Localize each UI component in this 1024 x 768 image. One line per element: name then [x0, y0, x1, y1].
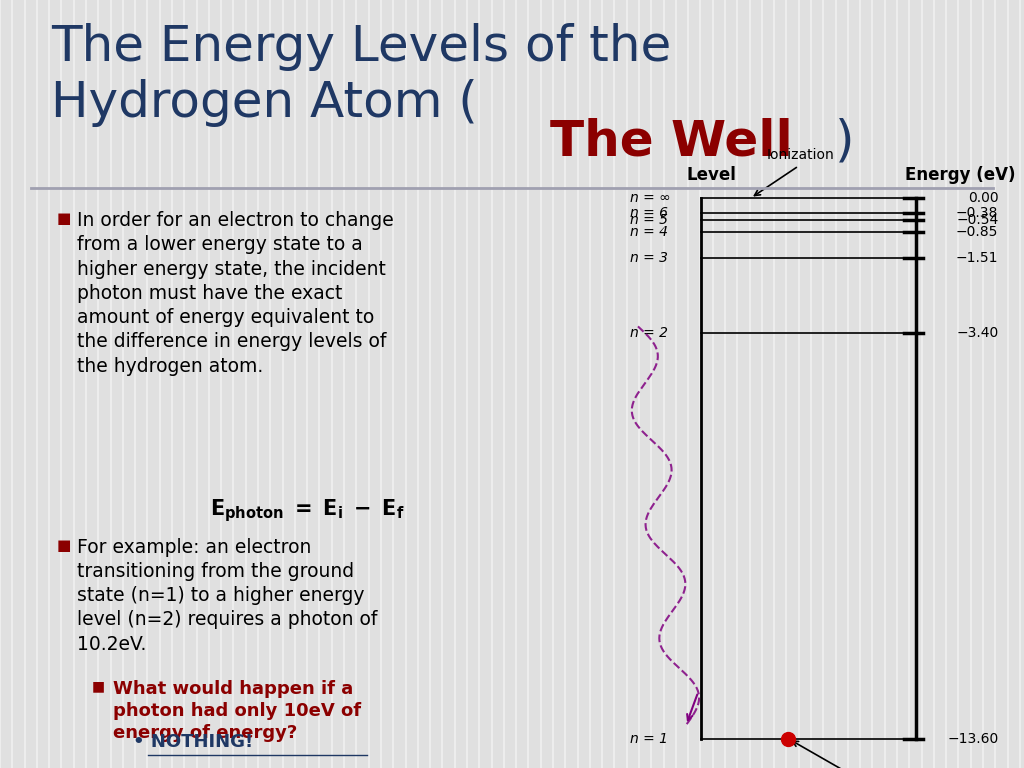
- Text: The Well: The Well: [550, 118, 793, 166]
- Text: ■: ■: [56, 538, 71, 553]
- Text: −13.60: −13.60: [947, 732, 998, 746]
- Text: Ionization: Ionization: [767, 148, 835, 162]
- Text: ): ): [835, 118, 854, 166]
- Text: $\mathbf{E_{photon}\ =\ E_i\ -\ E_f}$: $\mathbf{E_{photon}\ =\ E_i\ -\ E_f}$: [210, 498, 404, 525]
- Text: −0.54: −0.54: [956, 213, 998, 227]
- Text: Level: Level: [687, 167, 736, 184]
- Text: The Energy Levels of the
Hydrogen Atom (: The Energy Levels of the Hydrogen Atom (: [51, 23, 672, 127]
- Text: −0.85: −0.85: [956, 225, 998, 239]
- Text: What would happen if a
photon had only 10eV of
energy of energy?: What would happen if a photon had only 1…: [113, 680, 360, 742]
- Text: In order for an electron to change
from a lower energy state to a
higher energy : In order for an electron to change from …: [77, 211, 393, 376]
- Text: n = 4: n = 4: [630, 225, 668, 239]
- Text: 0.00: 0.00: [968, 191, 998, 205]
- Text: n = 5: n = 5: [630, 213, 668, 227]
- Text: n = ∞: n = ∞: [630, 191, 671, 205]
- Text: For example: an electron
transitioning from the ground
state (n=1) to a higher e: For example: an electron transitioning f…: [77, 538, 377, 654]
- Text: ■: ■: [56, 211, 71, 227]
- Text: −0.38: −0.38: [956, 207, 998, 220]
- Text: n = 6: n = 6: [630, 207, 668, 220]
- Text: • NOTHING!: • NOTHING!: [133, 733, 253, 751]
- Text: ■: ■: [92, 680, 105, 694]
- Text: −3.40: −3.40: [956, 326, 998, 340]
- Text: −1.51: −1.51: [955, 251, 998, 265]
- Text: n = 2: n = 2: [630, 326, 668, 340]
- Text: Energy (eV): Energy (eV): [905, 167, 1016, 184]
- Text: n = 3: n = 3: [630, 251, 668, 265]
- Text: n = 1: n = 1: [630, 732, 668, 746]
